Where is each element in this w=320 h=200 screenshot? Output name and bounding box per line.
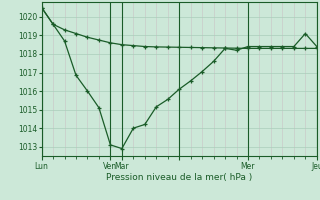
X-axis label: Pression niveau de la mer( hPa ): Pression niveau de la mer( hPa ) bbox=[106, 173, 252, 182]
